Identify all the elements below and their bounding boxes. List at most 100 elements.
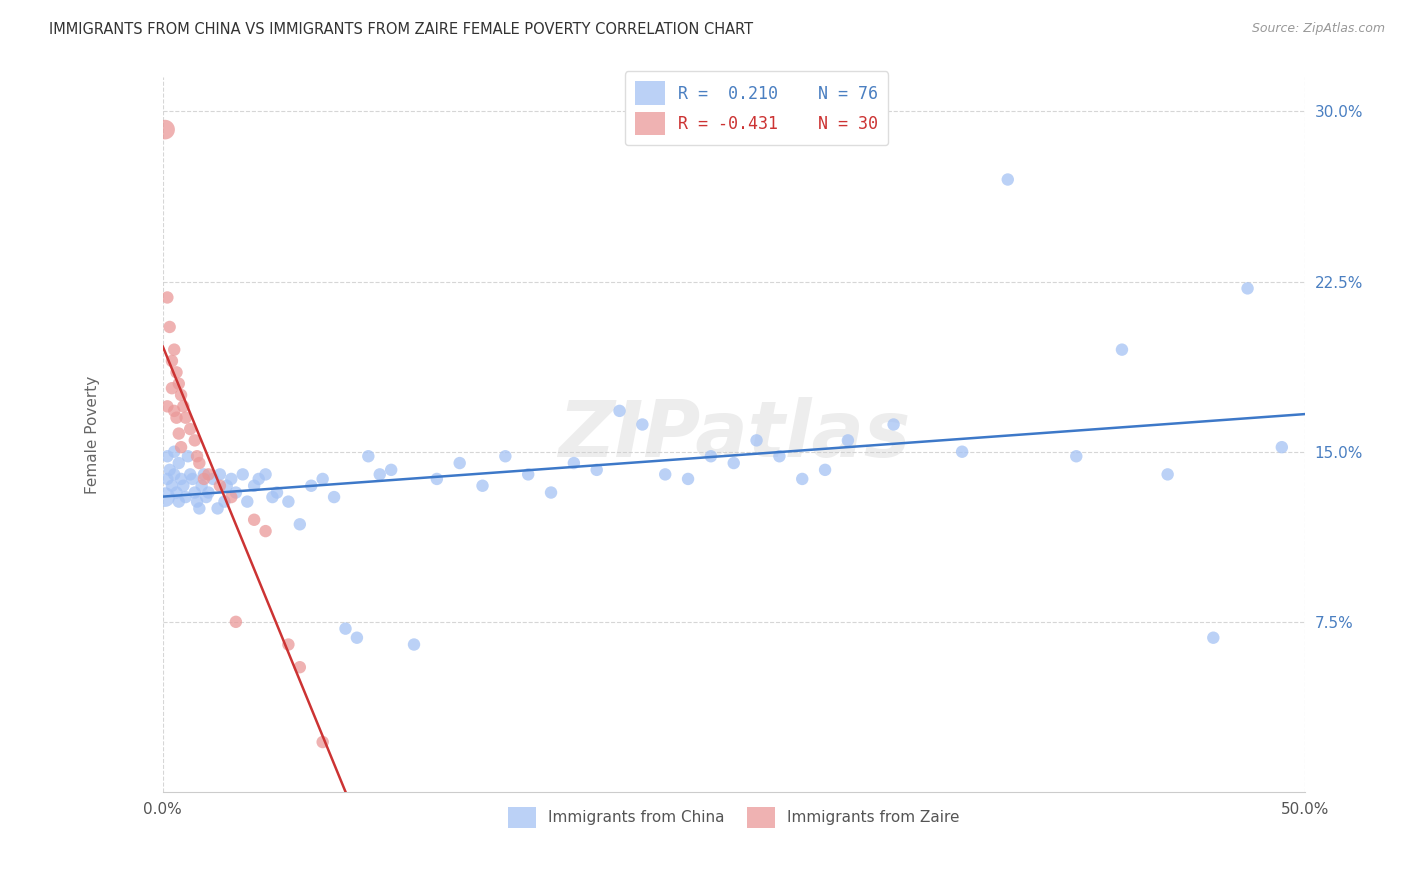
Text: IMMIGRANTS FROM CHINA VS IMMIGRANTS FROM ZAIRE FEMALE POVERTY CORRELATION CHART: IMMIGRANTS FROM CHINA VS IMMIGRANTS FROM… bbox=[49, 22, 754, 37]
Point bbox=[1064, 449, 1087, 463]
Point bbox=[174, 410, 197, 425]
Point bbox=[167, 376, 190, 391]
Point bbox=[174, 490, 197, 504]
Point bbox=[179, 467, 201, 482]
Point bbox=[221, 472, 243, 486]
Point bbox=[700, 449, 723, 463]
Point bbox=[311, 735, 333, 749]
Point bbox=[368, 467, 391, 482]
Point bbox=[609, 404, 631, 418]
Point bbox=[266, 485, 288, 500]
Point bbox=[950, 444, 973, 458]
Point bbox=[277, 638, 299, 652]
Point bbox=[247, 472, 270, 486]
Point bbox=[170, 472, 193, 486]
Point bbox=[156, 449, 179, 463]
Point bbox=[160, 354, 183, 368]
Point bbox=[208, 479, 231, 493]
Point bbox=[225, 485, 247, 500]
Point bbox=[494, 449, 516, 463]
Point bbox=[177, 449, 200, 463]
Point bbox=[207, 501, 229, 516]
Point bbox=[153, 490, 176, 504]
Point bbox=[166, 365, 188, 379]
Point bbox=[335, 622, 357, 636]
Point bbox=[631, 417, 654, 432]
Point bbox=[156, 290, 179, 304]
Point bbox=[156, 400, 179, 414]
Point bbox=[243, 479, 266, 493]
Point bbox=[197, 485, 219, 500]
Point bbox=[402, 638, 425, 652]
Point bbox=[170, 388, 193, 402]
Point bbox=[167, 456, 190, 470]
Text: Source: ZipAtlas.com: Source: ZipAtlas.com bbox=[1251, 22, 1385, 36]
Point bbox=[997, 172, 1019, 186]
Point bbox=[299, 479, 322, 493]
Point bbox=[221, 490, 243, 504]
Point bbox=[163, 444, 186, 458]
Point bbox=[288, 517, 311, 532]
Point bbox=[540, 485, 562, 500]
Text: ZIPatlas: ZIPatlas bbox=[558, 397, 910, 473]
Point bbox=[159, 463, 181, 477]
Point bbox=[188, 456, 211, 470]
Point bbox=[426, 472, 449, 486]
Point bbox=[357, 449, 380, 463]
Point bbox=[153, 122, 176, 136]
Point bbox=[197, 467, 219, 482]
Point bbox=[380, 463, 402, 477]
Point bbox=[254, 467, 277, 482]
Point bbox=[172, 400, 194, 414]
Point bbox=[517, 467, 540, 482]
Point bbox=[262, 490, 284, 504]
Y-axis label: Female Poverty: Female Poverty bbox=[86, 376, 100, 494]
Point bbox=[188, 501, 211, 516]
Point bbox=[181, 472, 204, 486]
Point bbox=[214, 494, 236, 508]
Point bbox=[243, 513, 266, 527]
Point bbox=[562, 456, 585, 470]
Point bbox=[163, 404, 186, 418]
Point bbox=[323, 490, 346, 504]
Point bbox=[166, 410, 188, 425]
Point bbox=[184, 434, 207, 448]
Point bbox=[160, 381, 183, 395]
Point bbox=[254, 524, 277, 538]
Point bbox=[768, 449, 790, 463]
Point bbox=[186, 494, 208, 508]
Point bbox=[1156, 467, 1178, 482]
Point bbox=[311, 472, 333, 486]
Point bbox=[232, 467, 254, 482]
Point bbox=[814, 463, 837, 477]
Point bbox=[160, 479, 183, 493]
Point bbox=[1271, 440, 1294, 454]
Point bbox=[166, 485, 188, 500]
Point bbox=[186, 449, 208, 463]
Point bbox=[837, 434, 859, 448]
Point bbox=[179, 422, 201, 436]
Point bbox=[156, 472, 179, 486]
Point bbox=[190, 479, 212, 493]
Point bbox=[225, 615, 247, 629]
Point bbox=[215, 479, 238, 493]
Point bbox=[163, 343, 186, 357]
Point bbox=[159, 320, 181, 334]
Point bbox=[745, 434, 768, 448]
Point bbox=[163, 467, 186, 482]
Point bbox=[202, 472, 225, 486]
Point bbox=[723, 456, 745, 470]
Point bbox=[167, 494, 190, 508]
Point bbox=[1236, 281, 1258, 295]
Point bbox=[1202, 631, 1225, 645]
Point bbox=[471, 479, 494, 493]
Point bbox=[676, 472, 699, 486]
Point bbox=[654, 467, 676, 482]
Point bbox=[1111, 343, 1133, 357]
Point bbox=[170, 440, 193, 454]
Point bbox=[585, 463, 607, 477]
Point bbox=[792, 472, 814, 486]
Point bbox=[208, 467, 231, 482]
Point bbox=[346, 631, 368, 645]
Point bbox=[193, 472, 215, 486]
